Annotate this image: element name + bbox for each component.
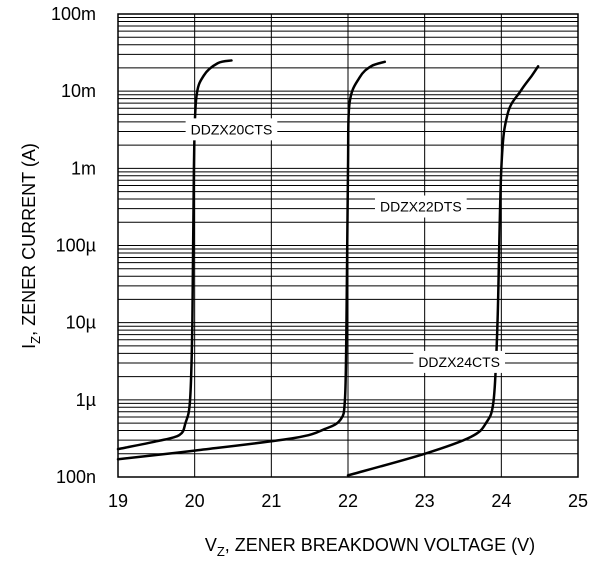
y-tick-label: 100m [51, 4, 96, 24]
x-axis-title-rest: , ZENER BREAKDOWN VOLTAGE (V) [225, 535, 535, 555]
y-tick-label: 100µ [56, 236, 96, 256]
series-label-box [185, 118, 278, 141]
series-label-layer: DDZX20CTS DDZX22DTS DDZX24CTS [185, 118, 506, 373]
series-label-ddzx24cts: DDZX24CTS [418, 354, 500, 370]
y-axis-title: IZ, ZENER CURRENT (A) [19, 143, 43, 349]
x-axis-title: VZ, ZENER BREAKDOWN VOLTAGE (V) [205, 535, 535, 559]
series-label-box [374, 195, 467, 218]
y-tick-label: 1µ [76, 390, 96, 410]
y-axis-title-rest: , ZENER CURRENT (A) [19, 143, 39, 336]
y-axis-title-sub: Z [28, 336, 43, 344]
x-tick-label: 23 [415, 491, 435, 511]
series-layer [116, 59, 540, 477]
y-tick-label: 100n [56, 467, 96, 487]
x-tick-label: 25 [568, 491, 588, 511]
plot-frame [117, 13, 579, 478]
y-tick-label: 1m [71, 158, 96, 178]
y-tick-label: 10m [61, 81, 96, 101]
x-tick-label: 19 [108, 491, 128, 511]
series-curve-ddzx22dts [116, 60, 387, 461]
x-tick-label: 20 [185, 491, 205, 511]
x-tick-label: 24 [491, 491, 511, 511]
x-tick-labels: 19 20 21 22 23 24 25 [108, 491, 588, 511]
series-curve-ddzx20cts [116, 59, 233, 451]
series-label-box [413, 350, 506, 373]
series-label-ddzx20cts: DDZX20CTS [191, 121, 273, 137]
x-tick-label: 22 [338, 491, 358, 511]
x-tick-label: 21 [261, 491, 281, 511]
y-tick-label: 10µ [66, 313, 96, 333]
series-label-ddzx22dts: DDZX22DTS [380, 199, 462, 215]
x-axis-title-main: V [205, 535, 217, 555]
series-curve-ddzx24cts [346, 65, 540, 477]
y-tick-labels: 100n 1µ 10µ 100µ 1m 10m 100m [51, 4, 96, 487]
x-axis-title-sub: Z [217, 544, 225, 559]
y-axis-title-main: I [19, 344, 39, 349]
